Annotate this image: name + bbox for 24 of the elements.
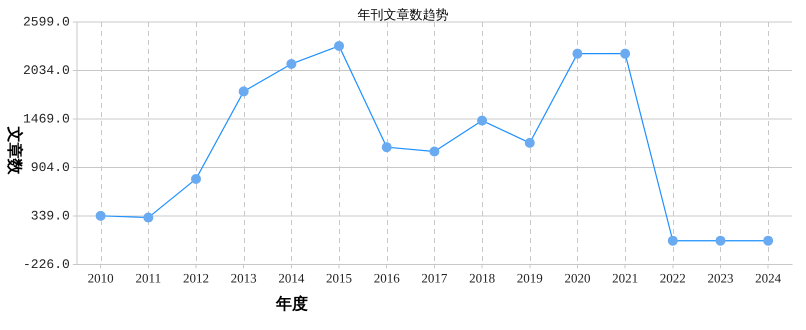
y-tick-label: 339.0: [30, 208, 70, 224]
x-tick-label: 2015: [326, 270, 352, 286]
y-tick-label: 1469.0: [22, 111, 70, 126]
x-tick-label: 2013: [230, 270, 257, 286]
y-tick-label: -226.0: [22, 256, 70, 272]
y-axis-title: 文章数: [4, 126, 24, 176]
y-tick-label: 2599.0: [22, 14, 70, 30]
x-tick-label: 2012: [183, 270, 210, 286]
x-tick-label: 2018: [469, 270, 496, 286]
x-tick-label: 2010: [88, 270, 114, 286]
x-tick-label: 2021: [612, 270, 638, 286]
y-tick-label: 2034.0: [22, 62, 70, 78]
x-tick-label: 2016: [374, 270, 400, 286]
x-tick-label: 2017: [421, 270, 448, 286]
x-tick-label: 2014: [278, 270, 305, 286]
x-tick-label: 2022: [660, 270, 686, 286]
x-tick-label: 2019: [516, 270, 543, 286]
x-tick-label: 2011: [136, 270, 162, 286]
y-tick-label: 904.0: [30, 160, 70, 175]
x-tick-label: 2020: [564, 270, 590, 286]
chart-title: 年刊文章数趋势: [358, 8, 448, 23]
x-tick-label: 2024: [755, 270, 782, 286]
x-tick-label: 2023: [707, 270, 734, 286]
x-axis-title: 年度: [276, 294, 308, 315]
